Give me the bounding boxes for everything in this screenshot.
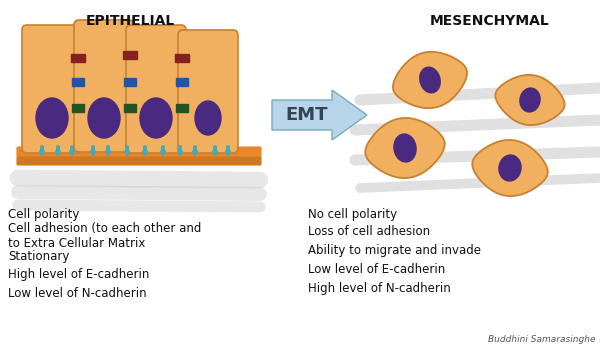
- FancyArrow shape: [56, 146, 61, 156]
- Ellipse shape: [88, 98, 120, 138]
- Text: Low level of N-cadherin: Low level of N-cadherin: [8, 287, 146, 300]
- Ellipse shape: [195, 101, 221, 135]
- Text: High level of E-cadherin: High level of E-cadherin: [8, 268, 149, 281]
- FancyArrow shape: [212, 146, 218, 156]
- Text: Buddhini Samarasinghe: Buddhini Samarasinghe: [488, 335, 596, 344]
- Bar: [72, 104, 84, 112]
- FancyBboxPatch shape: [17, 157, 261, 165]
- Ellipse shape: [394, 134, 416, 162]
- FancyArrow shape: [161, 146, 166, 156]
- Polygon shape: [365, 118, 445, 178]
- Bar: [176, 78, 188, 86]
- FancyArrow shape: [70, 146, 74, 156]
- Bar: [124, 78, 136, 86]
- Text: Low level of E-cadherin: Low level of E-cadherin: [308, 263, 445, 276]
- FancyArrow shape: [226, 146, 230, 156]
- Bar: [123, 51, 137, 59]
- FancyBboxPatch shape: [126, 25, 186, 153]
- FancyArrow shape: [91, 146, 95, 156]
- FancyArrow shape: [106, 146, 110, 156]
- Polygon shape: [393, 52, 467, 108]
- Text: Cell polarity: Cell polarity: [8, 208, 79, 221]
- FancyArrow shape: [272, 90, 367, 140]
- Text: EPITHELIAL: EPITHELIAL: [85, 14, 175, 28]
- FancyArrow shape: [193, 146, 197, 156]
- Bar: [72, 78, 84, 86]
- FancyArrow shape: [178, 146, 182, 156]
- Ellipse shape: [520, 88, 540, 112]
- Ellipse shape: [499, 155, 521, 181]
- Text: High level of N-cadherin: High level of N-cadherin: [308, 282, 451, 295]
- FancyBboxPatch shape: [178, 30, 238, 153]
- FancyArrow shape: [40, 146, 44, 156]
- Ellipse shape: [140, 98, 172, 138]
- Polygon shape: [496, 75, 565, 125]
- FancyBboxPatch shape: [74, 20, 134, 152]
- FancyBboxPatch shape: [22, 25, 82, 153]
- Bar: [176, 104, 188, 112]
- Bar: [71, 54, 85, 62]
- Polygon shape: [472, 140, 548, 196]
- Ellipse shape: [420, 67, 440, 93]
- Bar: [175, 54, 189, 62]
- Ellipse shape: [36, 98, 68, 138]
- Text: Stationary: Stationary: [8, 250, 70, 263]
- Text: EMT: EMT: [286, 106, 328, 124]
- FancyBboxPatch shape: [17, 147, 261, 157]
- Text: No cell polarity: No cell polarity: [308, 208, 397, 221]
- Text: MESENCHYMAL: MESENCHYMAL: [430, 14, 550, 28]
- Text: Ability to migrate and invade: Ability to migrate and invade: [308, 244, 481, 257]
- Text: Cell adhesion (to each other and
to Extra Cellular Matrix: Cell adhesion (to each other and to Extr…: [8, 222, 202, 250]
- Bar: [124, 104, 136, 112]
- FancyArrow shape: [125, 146, 130, 156]
- FancyArrow shape: [143, 146, 148, 156]
- Text: Loss of cell adhesion: Loss of cell adhesion: [308, 225, 430, 238]
